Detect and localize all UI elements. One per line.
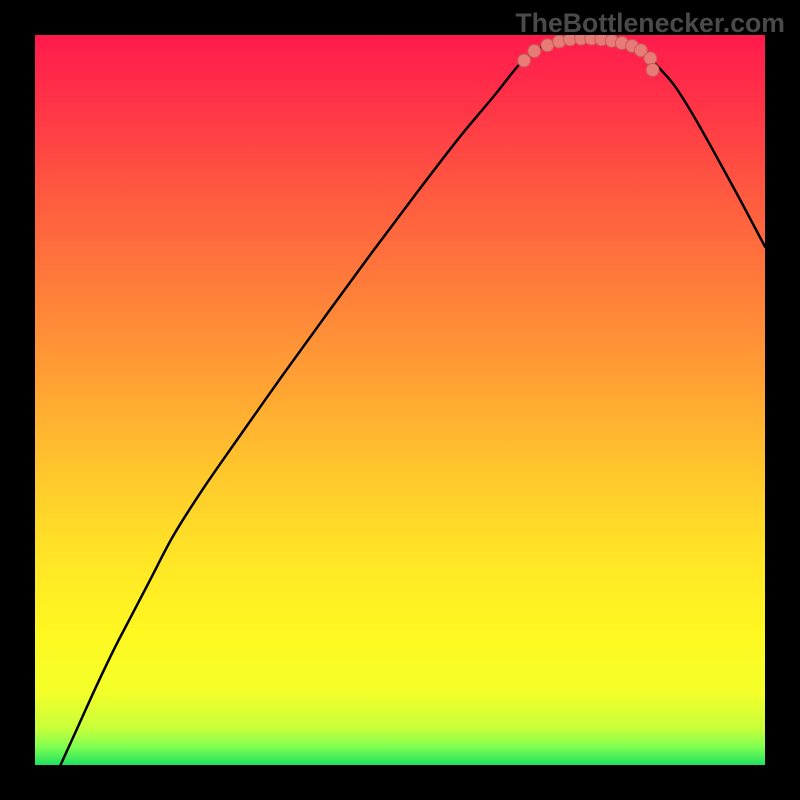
gradient-background bbox=[35, 35, 765, 765]
optimal-marker bbox=[518, 54, 531, 67]
optimal-marker bbox=[644, 52, 657, 65]
optimal-marker bbox=[646, 64, 659, 77]
plot-svg bbox=[35, 35, 765, 765]
optimal-marker bbox=[528, 45, 541, 58]
plot-area bbox=[35, 35, 765, 765]
optimal-marker bbox=[541, 39, 554, 52]
